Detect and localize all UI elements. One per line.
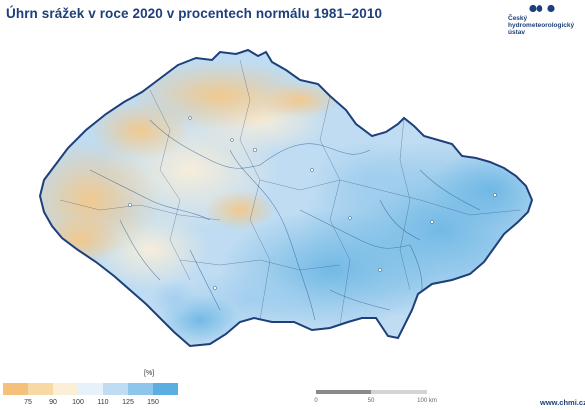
legend-swatch [3,383,28,395]
legend-unit: [%] [144,370,155,377]
map-title: Úhrn srážek v roce 2020 v procentech nor… [6,6,383,21]
scale-segment-2 [371,390,427,394]
scale-segment-1 [316,390,371,394]
scale-label: 50 [367,398,375,404]
logo-line-2: hydrometeorologický [508,22,575,30]
legend-tick: 150 [147,399,159,406]
scale-label: 0 [314,398,318,404]
region-borders [59,59,521,326]
legend-tick: 110 [97,399,109,406]
legend-swatch [28,383,53,395]
rivers [89,119,481,321]
logo-text: Český hydrometeorologický ústav [508,15,574,37]
cities [128,116,497,290]
logo-line-3: ústav [508,29,525,37]
legend-swatch [53,383,78,395]
legend-tick: 75 [24,399,32,406]
legend-ticks: 75 90 100 110 125 150 [3,399,163,409]
legend-swatch [153,383,178,395]
legend-swatch [128,383,153,395]
logo-dots-icon [529,4,555,13]
scale-label: 100 km [417,398,437,404]
chmi-logo: Český hydrometeorologický ústav [508,4,580,40]
legend-swatch [103,383,128,395]
legend-swatch [78,383,103,395]
precipitation-fill [40,50,532,346]
legend-color-bar [3,383,178,395]
legend-tick: 90 [49,399,57,406]
legend-tick: 100 [72,399,84,406]
website-link[interactable]: www.chmi.cz [540,398,585,407]
legend-tick: 125 [122,399,134,406]
precipitation-map [39,49,533,347]
logo-line-1: Český [508,15,528,22]
scale-bar: 0 50 100 km [314,390,437,406]
